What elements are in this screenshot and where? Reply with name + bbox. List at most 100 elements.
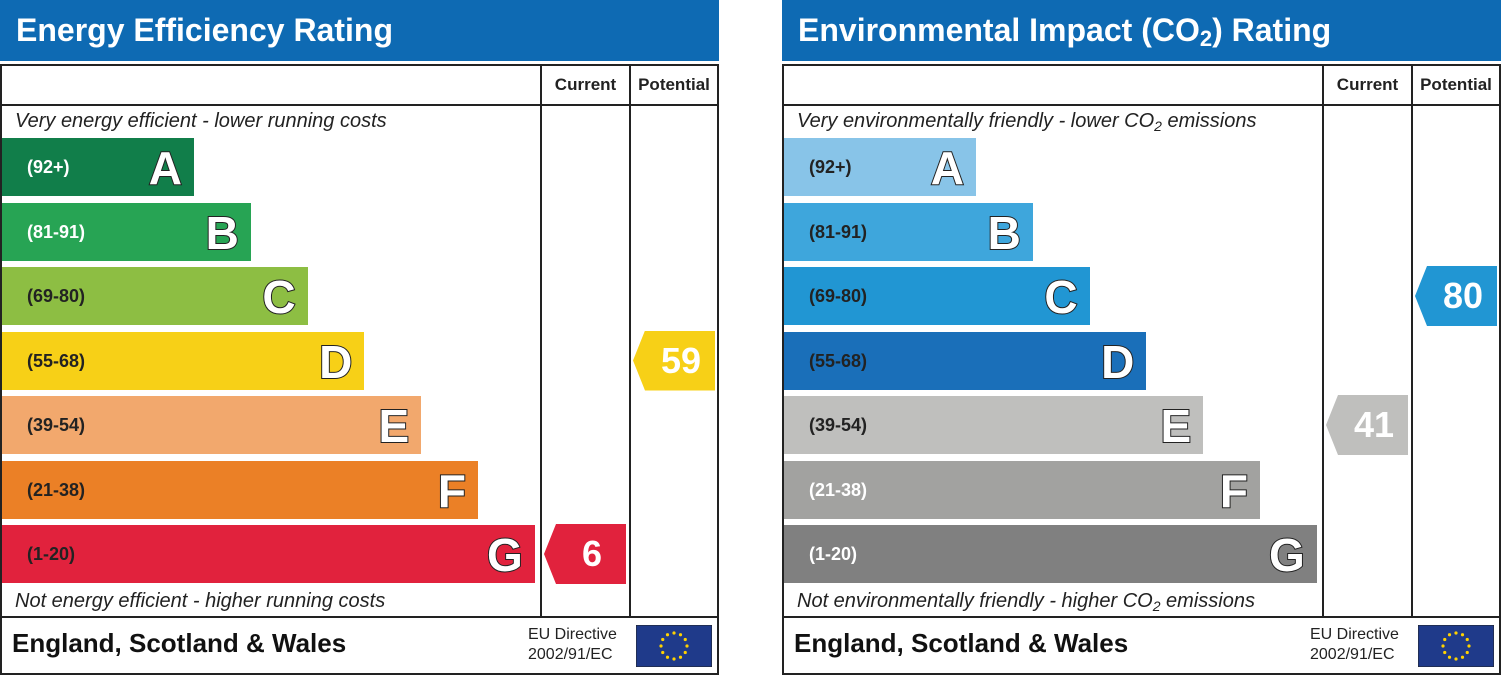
eu-star (661, 650, 665, 655)
band-range-label: (1-20) (809, 544, 858, 564)
caption-main: Not environmentally friendly - higher CO (797, 590, 1153, 612)
energy-title: Energy Efficiency Rating (0, 0, 719, 61)
band-letter: F (437, 464, 467, 518)
band-range-label: (39-54) (809, 415, 868, 435)
band-letter: F (1219, 464, 1249, 518)
current-rating-arrow: 6 (544, 524, 626, 584)
band-range-label: (21-38) (809, 479, 868, 500)
environmental-chart-frame: Current Potential Very environmentally f… (782, 64, 1501, 675)
band-e: (39-54) E (784, 396, 1204, 454)
caption-end: emissions (1160, 590, 1255, 612)
eu-flag-icon (1418, 625, 1494, 667)
band-letter: B (987, 206, 1022, 260)
eu-star (665, 655, 670, 659)
caption-main: Very environmentally friendly - lower CO (797, 110, 1155, 132)
band-d: (55-68) D (2, 331, 365, 390)
band-b: (81-91) B (784, 202, 1033, 261)
divider (1411, 66, 1413, 618)
eu-star (672, 657, 676, 661)
current-rating-value: 41 (1353, 404, 1395, 445)
column-header-potential: Potential (1420, 75, 1492, 94)
band-f: (21-38) F (784, 460, 1260, 519)
eu-star (1447, 655, 1452, 659)
band-f: (21-38) F (2, 460, 478, 519)
directive-number: 2002/91/EC (1310, 646, 1395, 663)
title-end: ) Rating (1212, 12, 1332, 48)
band-letter: E (1160, 399, 1193, 453)
divider (784, 104, 1499, 106)
potential-rating-value: 59 (660, 339, 702, 381)
eu-star (1447, 633, 1452, 637)
caption-subscript: 2 (1152, 598, 1161, 614)
eu-flag-icon (636, 625, 712, 667)
potential-rating-arrow: 80 (1415, 266, 1497, 326)
divider (2, 616, 717, 618)
eu-star (1465, 650, 1469, 655)
eu-star (665, 633, 670, 637)
caption-subscript: 2 (1154, 118, 1162, 134)
potential-rating-arrow: 59 (633, 330, 715, 391)
band-a: (92+) A (784, 138, 976, 196)
eu-star (683, 650, 687, 655)
band-range-label: (21-38) (27, 479, 86, 500)
directive-line: EU Directive (528, 626, 617, 643)
region-label: England, Scotland & Wales (794, 628, 1129, 658)
band-g: (1-20) G (784, 525, 1317, 583)
eu-star (1441, 644, 1445, 648)
eu-star (685, 644, 689, 648)
band-letter: D (318, 335, 353, 389)
band-range-label: (1-20) (27, 544, 76, 564)
divider (629, 66, 631, 618)
column-header-current: Current (554, 75, 617, 94)
band-range-label: (81-91) (809, 221, 868, 242)
divider (784, 616, 1499, 618)
band-range-label: (69-80) (809, 286, 868, 306)
eu-star (672, 631, 676, 635)
region-label: England, Scotland & Wales (12, 628, 347, 658)
band-range-label: (92+) (809, 157, 852, 177)
environmental-title: Environmental Impact (CO2) Rating (782, 0, 1501, 61)
band-letter: D (1100, 335, 1135, 389)
band-g: (1-20) G (2, 525, 535, 583)
band-b: (81-91) B (2, 202, 251, 261)
energy-efficiency-panel: Energy Efficiency Rating Current Potenti… (0, 0, 719, 675)
band-d: (55-68) D (784, 331, 1147, 390)
eu-star (659, 644, 663, 648)
band-letter: G (486, 528, 524, 582)
band-range-label: (55-68) (27, 350, 86, 371)
directive-line: EU Directive (1310, 626, 1399, 643)
band-letter: A (148, 141, 183, 195)
eu-star (1454, 631, 1458, 635)
band-range-label: (69-80) (27, 286, 86, 306)
current-rating-value: 6 (581, 533, 603, 574)
band-letter: C (261, 270, 296, 324)
band-c: (69-80) C (2, 267, 308, 325)
band-c: (69-80) C (784, 267, 1090, 325)
caption-top: Very environmentally friendly - lower CO… (797, 110, 1256, 133)
caption-bottom: Not energy efficient - higher running co… (15, 590, 386, 612)
eu-directive-label: EU Directive 2002/91/EC (1310, 625, 1399, 665)
environmental-impact-panel: Environmental Impact (CO2) Rating Curren… (782, 0, 1501, 675)
potential-rating-value: 80 (1442, 275, 1484, 316)
eu-star (661, 637, 665, 642)
eu-star (1460, 633, 1465, 637)
eu-star (1443, 650, 1447, 655)
band-letter: B (205, 206, 240, 260)
divider (2, 104, 717, 106)
band-letter: G (1268, 528, 1306, 582)
eu-star (683, 637, 687, 642)
band-e: (39-54) E (2, 396, 422, 454)
eu-star (1465, 637, 1469, 642)
title-subscript: 2 (1199, 26, 1213, 51)
eu-directive-label: EU Directive 2002/91/EC (528, 625, 617, 665)
band-range-label: (39-54) (27, 415, 86, 435)
band-letter: E (378, 399, 411, 453)
divider (540, 66, 542, 618)
current-rating-arrow: 41 (1326, 395, 1408, 455)
caption-end: emissions (1161, 110, 1257, 132)
band-range-label: (81-91) (27, 221, 86, 242)
column-header-current: Current (1336, 75, 1399, 94)
eu-star (1454, 657, 1458, 661)
eu-star (1467, 644, 1471, 648)
band-letter: C (1043, 270, 1078, 324)
